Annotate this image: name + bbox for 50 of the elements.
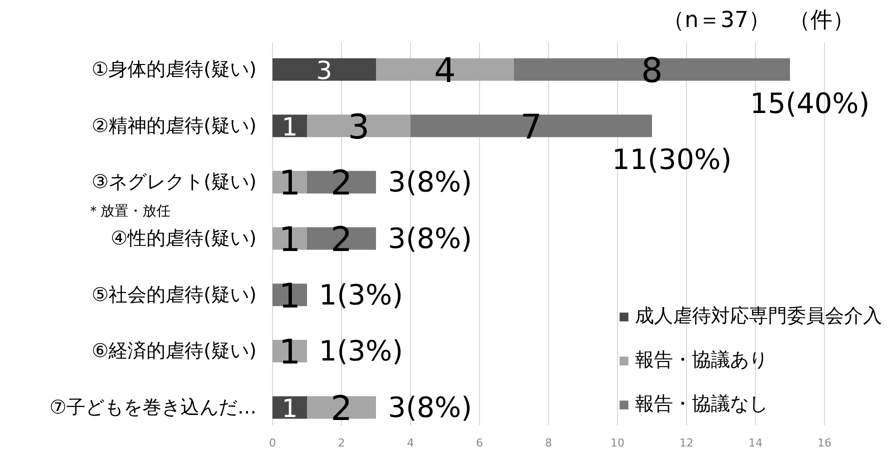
total-label: 3(8%) [388, 166, 472, 199]
total-label: 15(40%) [750, 86, 870, 120]
total-label: 3(8%) [388, 222, 472, 256]
bar [307, 396, 376, 419]
bar [514, 58, 790, 81]
y-tick-label: ⑤社会的虐待(疑い) [92, 284, 256, 306]
data-label: 1 [282, 112, 298, 142]
y-tick-label: ⑥経済的虐待(疑い) [92, 340, 256, 362]
data-label: 7 [520, 107, 542, 148]
data-label: 1 [278, 164, 301, 204]
y-tick-label: ⑦子どもを巻き込んだ… [49, 396, 257, 418]
legend-label: 報告・協議あり [635, 348, 768, 373]
total-label: 11(30%) [612, 143, 732, 176]
x-tick-label: 6 [476, 436, 483, 450]
bar [307, 170, 376, 194]
legend-label: 成人虐待対応専門委員会介入 [635, 304, 882, 329]
x-tick-label: 4 [407, 436, 414, 450]
x-tick-label: 8 [545, 436, 552, 450]
x-tick-label: 16 [818, 436, 832, 450]
x-tick-label: 0 [269, 436, 276, 450]
y-tick-label: ①身体的虐待(疑い) [92, 58, 256, 81]
data-label: 3 [316, 56, 332, 86]
x-tick-label: 10 [610, 436, 624, 450]
text: （n＝37） [662, 8, 770, 33]
y-tick-label: ④性的虐待(疑い) [110, 228, 256, 250]
data-label: 4 [434, 51, 456, 92]
data-label: 8 [641, 51, 663, 92]
data-label: 1 [278, 332, 301, 373]
data-label: 1 [278, 276, 301, 316]
total-label: 1(3%) [319, 278, 404, 312]
bar [376, 58, 514, 81]
total-label: 3(8%) [388, 390, 472, 424]
bar [307, 114, 410, 138]
data-label: 1 [282, 394, 298, 423]
data-label: 2 [330, 164, 352, 204]
x-tick-label: 14 [748, 436, 762, 450]
data-label: 2 [330, 220, 352, 260]
bar [410, 114, 652, 138]
x-tick-label: 12 [680, 436, 694, 450]
bar [272, 58, 376, 81]
y-tick-label: ③ネグレクト(疑い) [92, 171, 256, 194]
text: ＊放置・放任 [86, 203, 170, 220]
y-tick-label: ②精神的虐待(疑い) [92, 114, 256, 137]
data-label: 1 [278, 220, 301, 260]
data-label: 3 [348, 107, 370, 148]
legend-label: 報告・協議なし [635, 392, 768, 417]
total-label: 1(3%) [319, 334, 404, 368]
bar [307, 227, 376, 250]
text: （件） [788, 8, 854, 33]
x-tick-label: 2 [338, 436, 345, 450]
